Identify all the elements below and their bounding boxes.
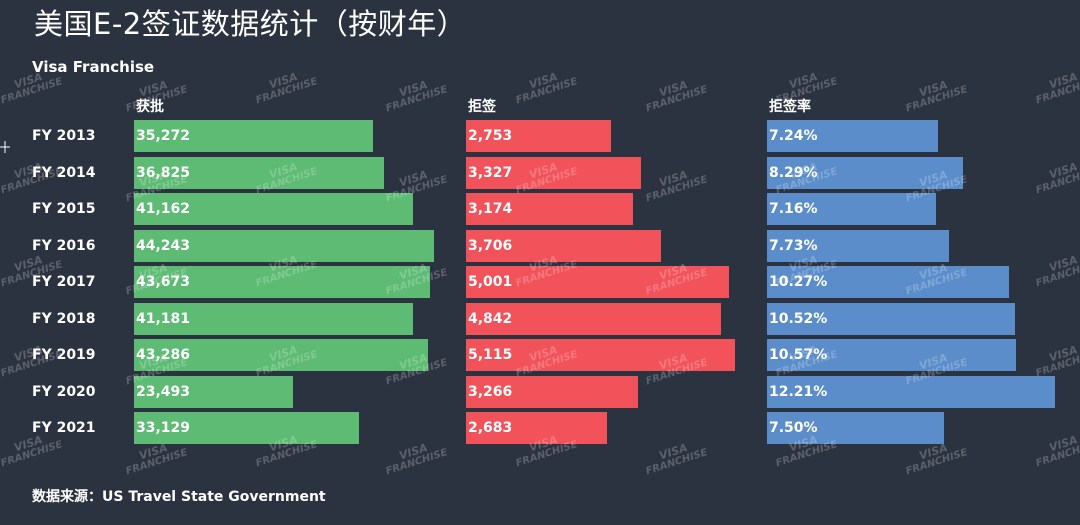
data-label: 2,753 <box>468 128 513 144</box>
bar-series-2 <box>767 157 963 189</box>
data-label: 12.21% <box>769 384 828 400</box>
bar-series-2 <box>767 376 1055 408</box>
data-label: 2,683 <box>468 420 513 436</box>
category-label: FY 2013 <box>32 128 96 144</box>
data-label: 44,243 <box>136 238 191 254</box>
bar-series-1 <box>466 376 638 408</box>
data-label: 7.24% <box>769 128 818 144</box>
data-label: 4,842 <box>468 311 513 327</box>
watermark-logo: VISA FRANCHISE <box>1034 160 1080 197</box>
bar-series-0 <box>134 193 413 225</box>
data-label: 5,115 <box>468 347 513 363</box>
bar-series-2 <box>767 193 936 225</box>
data-label: 23,493 <box>136 384 191 400</box>
category-label: FY 2020 <box>32 384 96 400</box>
data-label: 41,162 <box>136 201 191 217</box>
data-label: 3,706 <box>468 238 513 254</box>
bar-series-1 <box>466 303 721 335</box>
category-label: FY 2015 <box>32 201 96 217</box>
watermark-logo: VISA FRANCHISE <box>644 441 709 478</box>
data-label: 43,286 <box>136 347 191 363</box>
watermark-logo: VISA FRANCHISE <box>644 78 709 115</box>
bar-series-0 <box>134 266 430 298</box>
bar-series-1 <box>466 157 641 189</box>
watermark-logo: VISA FRANCHISE <box>384 441 449 478</box>
data-label: 5,001 <box>468 274 513 290</box>
category-label: FY 2018 <box>32 311 96 327</box>
bar-series-1 <box>466 193 633 225</box>
category-label: FY 2017 <box>32 274 96 290</box>
bar-series-2 <box>767 230 949 262</box>
bar-series-0 <box>134 230 434 262</box>
header-approved: 获批 <box>136 99 164 115</box>
watermark-logo: VISA FRANCHISE <box>514 70 579 107</box>
category-label: FY 2021 <box>32 420 96 436</box>
brand-label: Visa Franchise <box>32 58 155 76</box>
bar-series-1 <box>466 412 607 444</box>
crosshair-cursor-icon <box>0 141 10 153</box>
bar-series-1 <box>466 230 661 262</box>
bar-series-0 <box>134 157 384 189</box>
watermark-logo: VISA FRANCHISE <box>254 70 319 107</box>
source-note: 数据来源：US Travel State Government <box>32 489 326 505</box>
data-label: 10.52% <box>769 311 828 327</box>
data-label: 43,673 <box>136 274 191 290</box>
data-label: 36,825 <box>136 165 191 181</box>
bar-series-1 <box>466 120 611 152</box>
data-label: 10.57% <box>769 347 828 363</box>
data-label: 33,129 <box>136 420 191 436</box>
bar-series-2 <box>767 266 1009 298</box>
watermark-logo: VISA FRANCHISE <box>904 78 969 115</box>
header-refused: 拒签 <box>468 99 496 115</box>
watermark-logo: VISA FRANCHISE <box>1034 70 1080 107</box>
bar-series-1 <box>466 339 735 371</box>
watermark-logo: VISA FRANCHISE <box>1034 433 1080 470</box>
bar-series-1 <box>466 266 729 298</box>
data-label: 3,327 <box>468 165 513 181</box>
data-label: 10.27% <box>769 274 828 290</box>
data-label: 35,272 <box>136 128 191 144</box>
header-refusal-rate: 拒签率 <box>769 99 811 115</box>
category-label: FY 2019 <box>32 347 96 363</box>
data-label: 7.73% <box>769 238 818 254</box>
bar-series-0 <box>134 376 293 408</box>
watermark-logo: VISA FRANCHISE <box>1034 253 1080 290</box>
bar-series-2 <box>767 339 1016 371</box>
bar-series-0 <box>134 120 373 152</box>
category-label: FY 2016 <box>32 238 96 254</box>
data-label: 7.16% <box>769 201 818 217</box>
watermark-logo: VISA FRANCHISE <box>384 78 449 115</box>
watermark-logo: VISA FRANCHISE <box>1034 343 1080 380</box>
watermark-logo: VISA FRANCHISE <box>644 168 709 205</box>
chart-title: 美国E-2签证数据统计（按财年） <box>34 7 467 41</box>
bar-series-2 <box>767 412 944 444</box>
data-label: 8.29% <box>769 165 818 181</box>
data-label: 41,181 <box>136 311 191 327</box>
bar-series-0 <box>134 412 359 444</box>
category-label: FY 2014 <box>32 165 96 181</box>
bar-series-0 <box>134 339 428 371</box>
bar-series-2 <box>767 303 1015 335</box>
data-label: 3,266 <box>468 384 513 400</box>
bar-series-2 <box>767 120 938 152</box>
data-label: 3,174 <box>468 201 513 217</box>
bar-series-0 <box>134 303 413 335</box>
data-label: 7.50% <box>769 420 818 436</box>
